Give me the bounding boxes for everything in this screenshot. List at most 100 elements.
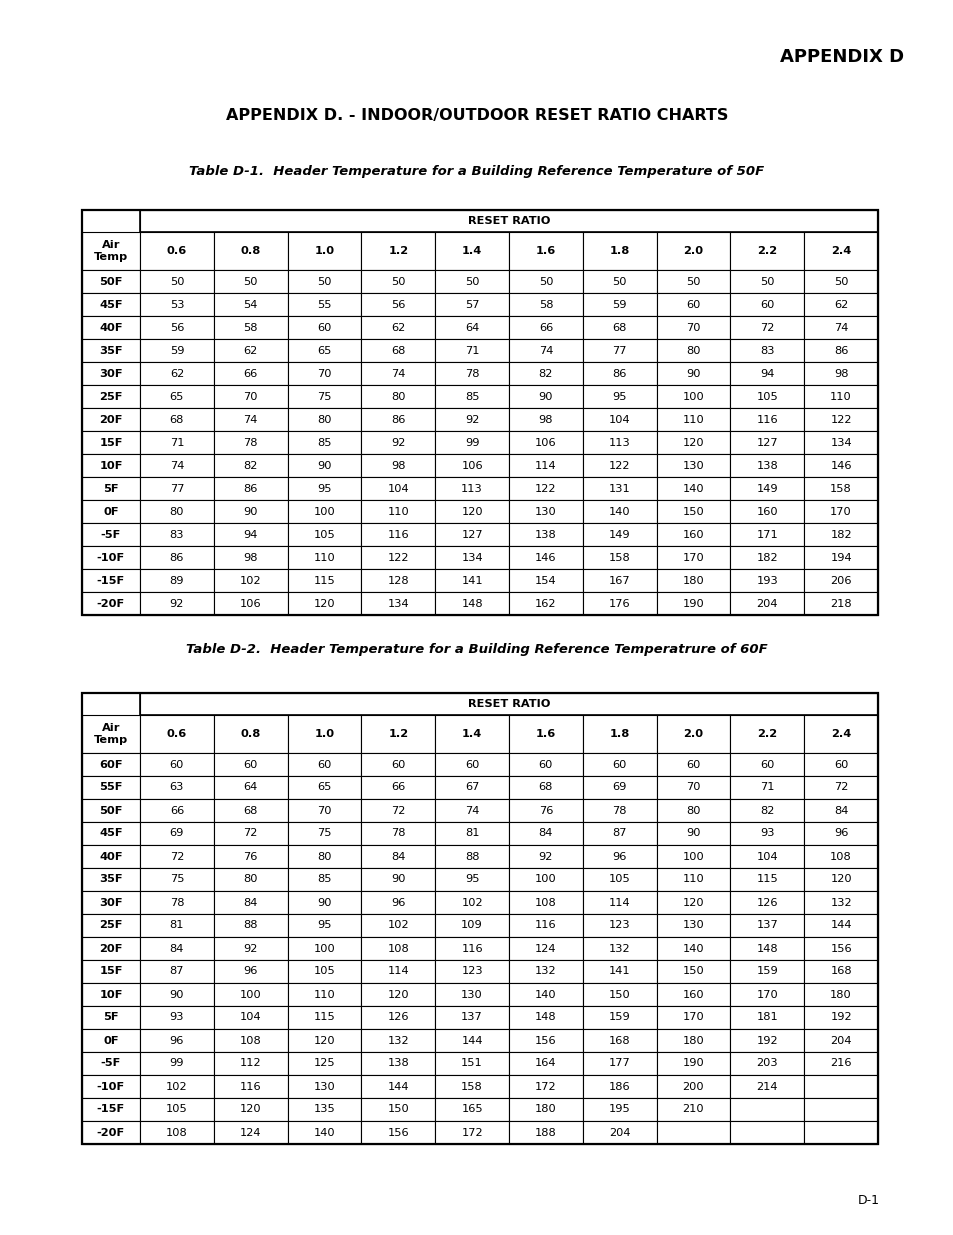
Bar	[287, 362, 361, 385]
Bar	[287, 270, 361, 293]
Text: 98: 98	[391, 461, 405, 471]
Text: 132: 132	[535, 967, 557, 977]
Bar	[435, 1121, 509, 1144]
Text: 156: 156	[829, 944, 851, 953]
Text: 78: 78	[391, 829, 405, 839]
Bar	[803, 960, 877, 983]
Bar	[361, 753, 435, 776]
Text: 76: 76	[538, 805, 553, 815]
Bar	[361, 477, 435, 500]
Text: 90: 90	[317, 461, 332, 471]
Text: 105: 105	[166, 1104, 188, 1114]
Bar	[435, 960, 509, 983]
Bar	[582, 500, 656, 522]
Text: 92: 92	[538, 851, 553, 862]
Bar	[582, 431, 656, 454]
Bar	[730, 592, 803, 615]
Bar	[582, 937, 656, 960]
Text: 66: 66	[243, 368, 257, 378]
Text: 80: 80	[685, 346, 700, 356]
Text: 130: 130	[314, 1082, 335, 1092]
Bar	[213, 522, 287, 546]
Bar	[82, 845, 140, 868]
Bar	[656, 868, 730, 890]
Text: 100: 100	[239, 989, 261, 999]
Text: 67: 67	[464, 783, 478, 793]
Text: 1.4: 1.4	[461, 729, 481, 739]
Bar	[803, 914, 877, 937]
Text: 150: 150	[387, 1104, 409, 1114]
Bar	[582, 715, 656, 753]
Text: 70: 70	[317, 805, 332, 815]
Bar	[656, 776, 730, 799]
Bar	[140, 293, 213, 316]
Bar	[435, 776, 509, 799]
Bar	[803, 316, 877, 338]
Bar	[213, 293, 287, 316]
Text: 218: 218	[829, 599, 851, 609]
Bar	[361, 293, 435, 316]
Text: 122: 122	[608, 461, 630, 471]
Text: 159: 159	[756, 967, 778, 977]
Bar	[803, 362, 877, 385]
Bar	[582, 868, 656, 890]
Bar	[435, 500, 509, 522]
Bar	[582, 477, 656, 500]
Text: 84: 84	[538, 829, 553, 839]
Text: 84: 84	[170, 944, 184, 953]
Bar	[361, 1098, 435, 1121]
Text: 81: 81	[464, 829, 478, 839]
Text: 1.4: 1.4	[461, 246, 481, 256]
Text: 210: 210	[682, 1104, 703, 1114]
Bar	[730, 776, 803, 799]
Bar	[509, 408, 582, 431]
Bar	[803, 270, 877, 293]
Text: 60: 60	[243, 760, 257, 769]
Bar	[287, 1052, 361, 1074]
Bar	[803, 522, 877, 546]
Text: 138: 138	[387, 1058, 409, 1068]
Text: 96: 96	[612, 851, 626, 862]
Bar	[140, 776, 213, 799]
Bar	[435, 270, 509, 293]
Text: 180: 180	[535, 1104, 557, 1114]
Bar	[82, 693, 877, 1144]
Bar	[803, 1121, 877, 1144]
Bar	[656, 454, 730, 477]
Bar	[82, 569, 140, 592]
Text: 158: 158	[608, 552, 630, 562]
Bar	[509, 937, 582, 960]
Text: 190: 190	[682, 599, 703, 609]
Bar	[82, 408, 140, 431]
Text: 100: 100	[314, 506, 335, 516]
Text: 59: 59	[170, 346, 184, 356]
Text: 74: 74	[391, 368, 405, 378]
Bar	[582, 362, 656, 385]
Text: 110: 110	[682, 415, 703, 425]
Bar	[509, 385, 582, 408]
Bar	[509, 522, 582, 546]
Text: 0F: 0F	[103, 1035, 119, 1046]
Bar	[509, 569, 582, 592]
Bar	[361, 454, 435, 477]
Text: 20F: 20F	[99, 415, 123, 425]
Text: 75: 75	[170, 874, 184, 884]
Text: 200: 200	[682, 1082, 703, 1092]
Text: 114: 114	[535, 461, 557, 471]
Text: 110: 110	[314, 552, 335, 562]
Bar	[361, 914, 435, 937]
Text: 99: 99	[464, 437, 478, 447]
Text: 72: 72	[243, 829, 257, 839]
Bar	[730, 715, 803, 753]
Bar	[140, 799, 213, 823]
Bar	[803, 983, 877, 1007]
Bar	[361, 546, 435, 569]
Bar	[287, 937, 361, 960]
Text: 94: 94	[243, 530, 257, 540]
Text: 74: 74	[170, 461, 184, 471]
Bar	[213, 1098, 287, 1121]
Text: 77: 77	[612, 346, 626, 356]
Text: 0F: 0F	[103, 506, 119, 516]
Bar	[140, 270, 213, 293]
Text: 68: 68	[391, 346, 405, 356]
